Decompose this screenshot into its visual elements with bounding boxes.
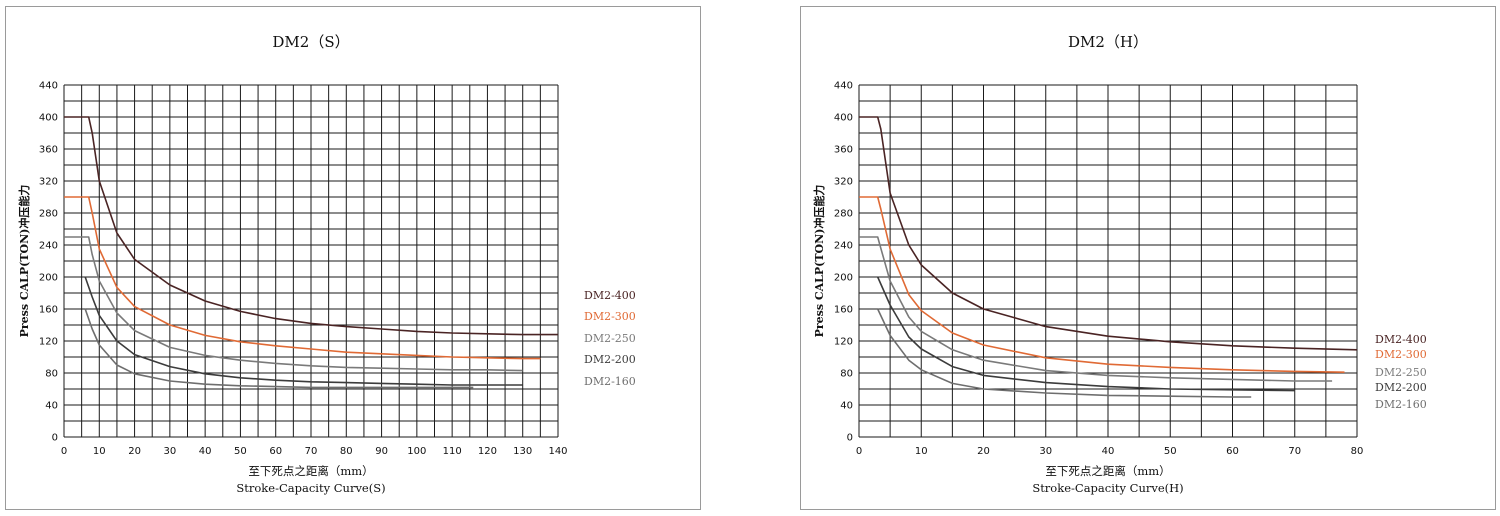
x-tick-label: 50 bbox=[1164, 446, 1177, 457]
x-tick-label: 70 bbox=[1288, 446, 1301, 457]
y-tick-label: 360 bbox=[39, 145, 58, 156]
y-tick-label: 200 bbox=[39, 273, 58, 284]
legend-entry-dm2-200: DM2-200 bbox=[584, 353, 636, 366]
x-tick-label: 40 bbox=[1102, 446, 1115, 457]
series-line-dm2-200 bbox=[876, 276, 1295, 392]
chart-panel-s: DM2（S） 0 10 20 30 40 50 60 70 80 90 100 110 120 130 140… bbox=[5, 6, 701, 510]
legend-entry-dm2-300: DM2-300 bbox=[1375, 348, 1427, 361]
y-tick-label: 440 bbox=[39, 81, 58, 92]
x-tick-label: 90 bbox=[375, 446, 388, 457]
legend-entry-dm2-200: DM2-200 bbox=[1375, 381, 1427, 394]
x-tick-label: 10 bbox=[915, 446, 928, 457]
x-tick-label: 30 bbox=[1039, 446, 1052, 457]
x-tick-label: 60 bbox=[269, 446, 282, 457]
x-axis-sublabel-h: Stroke-Capacity Curve(H) bbox=[1032, 481, 1183, 495]
y-tick-label: 120 bbox=[39, 337, 58, 348]
legend-entry-dm2-250: DM2-250 bbox=[584, 332, 636, 345]
y-axis-label-s: Press CALP(TON)冲压能力 bbox=[17, 185, 31, 338]
x-tick-label: 140 bbox=[548, 446, 567, 457]
legend-entry-dm2-160: DM2-160 bbox=[584, 375, 636, 388]
x-tick-label: 20 bbox=[977, 446, 990, 457]
y-tick-label: 0 bbox=[847, 433, 853, 444]
series-line-dm2-250 bbox=[64, 236, 523, 372]
y-tick-label: 200 bbox=[834, 273, 853, 284]
grid-s bbox=[63, 84, 559, 438]
chart-title-s: DM2（S） bbox=[272, 33, 349, 51]
x-tick-label: 100 bbox=[407, 446, 426, 457]
grid-h bbox=[858, 84, 1358, 438]
y-tick-label: 320 bbox=[39, 177, 58, 188]
legend-entry-dm2-300: DM2-300 bbox=[584, 310, 636, 323]
y-tick-label: 240 bbox=[39, 241, 58, 252]
x-tick-label: 80 bbox=[1351, 446, 1364, 457]
series-line-dm2-400 bbox=[859, 116, 1358, 351]
x-tick-label: 50 bbox=[234, 446, 247, 457]
x-tick-label: 20 bbox=[128, 446, 141, 457]
y-tick-label: 40 bbox=[45, 401, 58, 412]
y-tick-label: 400 bbox=[39, 113, 58, 124]
x-tick-label: 130 bbox=[513, 446, 532, 457]
series-line-dm2-300 bbox=[64, 196, 541, 360]
x-tick-label: 0 bbox=[856, 446, 862, 457]
y-tick-label: 160 bbox=[834, 305, 853, 316]
x-tick-label: 80 bbox=[340, 446, 353, 457]
y-tick-label: 360 bbox=[834, 145, 853, 156]
y-tick-label: 160 bbox=[39, 305, 58, 316]
y-tick-label: 320 bbox=[834, 177, 853, 188]
x-axis-sublabel-s: Stroke-Capacity Curve(S) bbox=[236, 481, 385, 495]
x-tick-label: 0 bbox=[61, 446, 67, 457]
y-tick-label: 240 bbox=[834, 241, 853, 252]
series-line-dm2-400 bbox=[64, 116, 558, 336]
y-axis-label-h: Press CALP(TON)冲压能力 bbox=[812, 185, 826, 338]
chart-panel-h: DM2（H） 0 10 20 30 40 50 60 70 80 0 40 80 120 160 200 240… bbox=[800, 6, 1496, 510]
series-line-dm2-250 bbox=[859, 236, 1333, 382]
x-tick-label: 10 bbox=[93, 446, 106, 457]
x-tick-label: 30 bbox=[163, 446, 176, 457]
y-tick-label: 280 bbox=[39, 209, 58, 220]
y-tick-label: 280 bbox=[834, 209, 853, 220]
chart-title-h: DM2（H） bbox=[1068, 33, 1148, 51]
x-tick-label: 120 bbox=[478, 446, 497, 457]
y-tick-label: 80 bbox=[45, 369, 58, 380]
legend-entry-dm2-160: DM2-160 bbox=[1375, 398, 1427, 411]
legend-entry-dm2-400: DM2-400 bbox=[584, 289, 636, 302]
x-tick-label: 40 bbox=[199, 446, 212, 457]
y-tick-label: 400 bbox=[834, 113, 853, 124]
x-tick-label: 60 bbox=[1226, 446, 1239, 457]
x-tick-label: 70 bbox=[305, 446, 318, 457]
legend-entry-dm2-250: DM2-250 bbox=[1375, 366, 1427, 379]
x-tick-label: 110 bbox=[443, 446, 462, 457]
legend-entry-dm2-400: DM2-400 bbox=[1375, 333, 1427, 346]
y-tick-label: 80 bbox=[840, 369, 853, 380]
y-tick-label: 0 bbox=[52, 433, 58, 444]
chart-h: DM2（H） 0 10 20 30 40 50 60 70 80 0 40 80 120 160 200 240… bbox=[812, 33, 1427, 495]
chart-s: DM2（S） 0 10 20 30 40 50 60 70 80 90 100 110 120 130 140… bbox=[17, 33, 636, 495]
series-line-dm2-160 bbox=[876, 308, 1252, 398]
y-tick-label: 40 bbox=[840, 401, 853, 412]
y-tick-label: 440 bbox=[834, 81, 853, 92]
series-line-dm2-300 bbox=[859, 196, 1345, 373]
x-axis-label-s: 至下死点之距离（mm） bbox=[248, 464, 373, 478]
series-line-dm2-160 bbox=[84, 308, 474, 389]
series-line-dm2-200 bbox=[84, 276, 523, 386]
x-axis-label-h: 至下死点之距离（mm） bbox=[1045, 464, 1170, 478]
y-tick-label: 120 bbox=[834, 337, 853, 348]
